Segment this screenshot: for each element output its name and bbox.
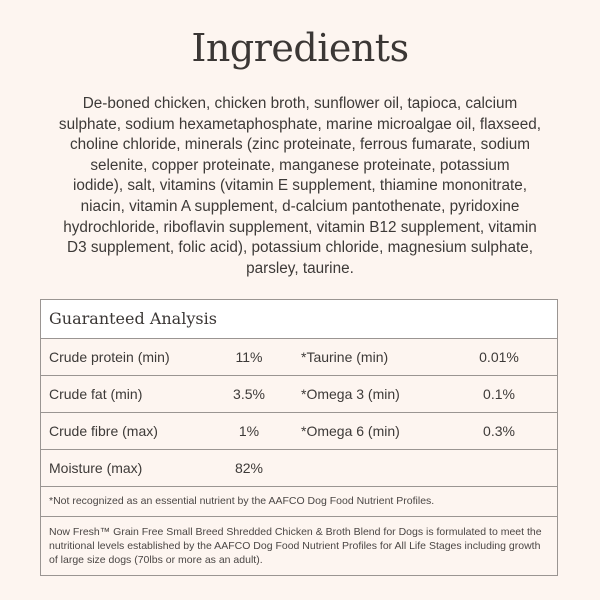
ingredients-line: De-boned chicken, chicken broth, sunflow… <box>82 95 518 112</box>
nutrient-value: 0.3% <box>483 423 515 439</box>
nutrient-name: *Omega 6 (min) <box>301 423 400 439</box>
nutrient-name: Crude fat (min) <box>49 386 143 402</box>
ingredients-line: iodide), salt, vitamins (vitamin E suppl… <box>72 177 527 195</box>
table-row: Crude fibre (max) 1% *Omega 6 (min) 0.3% <box>41 413 557 450</box>
ingredients-line: D3 supplement, folic acid), potassium ch… <box>67 239 533 257</box>
ingredients-line: niacin, vitamin A supplement, d-calcium … <box>80 197 520 215</box>
ingredients-line: parsley, taurine. <box>246 259 354 277</box>
nutrient-name: *Omega 3 (min) <box>301 386 400 402</box>
footnote: *Not recognized as an essential nutrient… <box>41 487 557 517</box>
nutrient-value: 0.01% <box>479 349 519 365</box>
ingredients-line: hydrochloride, riboflavin supplement, vi… <box>63 218 537 236</box>
nutrient-value: 3.5% <box>233 386 265 402</box>
nutrient-name: *Taurine (min) <box>301 349 389 365</box>
nutrient-value: 1% <box>238 423 260 439</box>
table-row: Moisture (max) 82% <box>41 450 557 487</box>
nutrient-value: 0.1% <box>483 386 515 402</box>
nutrient-name: Crude protein (min) <box>49 349 170 365</box>
nutrient-name: Crude fibre (max) <box>49 423 158 439</box>
page-title: Ingredients <box>191 26 409 70</box>
ingredients-line: selenite, copper proteinate, manganese p… <box>90 156 510 174</box>
aafco-statement: Now Fresh™ Grain Free Small Breed Shredd… <box>49 526 542 566</box>
nutrient-value: 82% <box>234 460 264 476</box>
table-row: Crude protein (min) 11% *Taurine (min) 0… <box>41 339 557 376</box>
nutrient-name: Moisture (max) <box>49 460 143 476</box>
table-heading: Guaranteed Analysis <box>41 300 557 339</box>
table-row: Crude fat (min) 3.5% *Omega 3 (min) 0.1% <box>41 376 557 413</box>
guaranteed-analysis-table: Guaranteed Analysis Crude protein (min) … <box>40 299 558 576</box>
ingredients-list: De-boned chicken, chicken broth, sunflow… <box>0 94 600 279</box>
ingredients-line: sulphate, sodium hexametaphosphate, mari… <box>58 115 542 133</box>
nutrient-value: 11% <box>235 349 263 365</box>
ingredients-line: choline chloride, minerals (zinc protein… <box>70 136 530 154</box>
